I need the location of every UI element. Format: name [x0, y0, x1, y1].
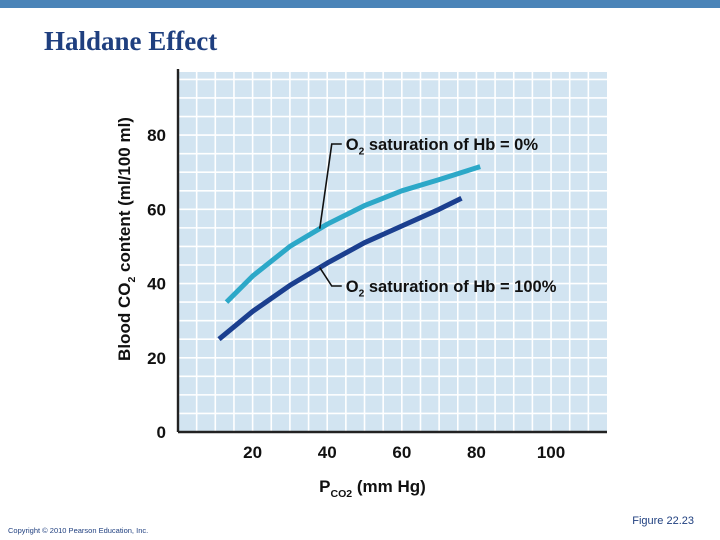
y-tick-label: 80 — [147, 126, 166, 145]
figure-label: Figure 22.23 — [632, 515, 694, 527]
series-label-2: O2 saturation of Hb = 100% — [346, 278, 557, 300]
plot-area — [178, 72, 607, 432]
x-tick-label: 20 — [243, 443, 262, 462]
y-tick-label: 60 — [147, 200, 166, 219]
y-tick-label: 0 — [157, 423, 166, 442]
series-label-1: O2 saturation of Hb = 0% — [346, 136, 539, 158]
slide-title: Haldane Effect — [44, 26, 218, 56]
y-axis-title: Blood CO2 content (ml/100 ml) — [115, 117, 138, 361]
x-tick-label: 100 — [537, 443, 565, 462]
x-axis-title: PCO2 (mm Hg) — [319, 477, 426, 500]
x-tick-label: 80 — [467, 443, 486, 462]
series-line-2 — [217, 195, 463, 342]
series-line-1 — [224, 164, 481, 304]
copyright-text: Copyright © 2010 Pearson Education, Inc. — [8, 526, 149, 535]
x-tick-label: 40 — [318, 443, 337, 462]
leader-line-2 — [319, 267, 342, 287]
y-tick-label: 40 — [147, 275, 166, 294]
x-tick-label: 60 — [392, 443, 411, 462]
leader-line-1 — [318, 143, 342, 229]
y-tick-label: 20 — [147, 349, 166, 368]
top-accent-bar — [0, 0, 720, 8]
